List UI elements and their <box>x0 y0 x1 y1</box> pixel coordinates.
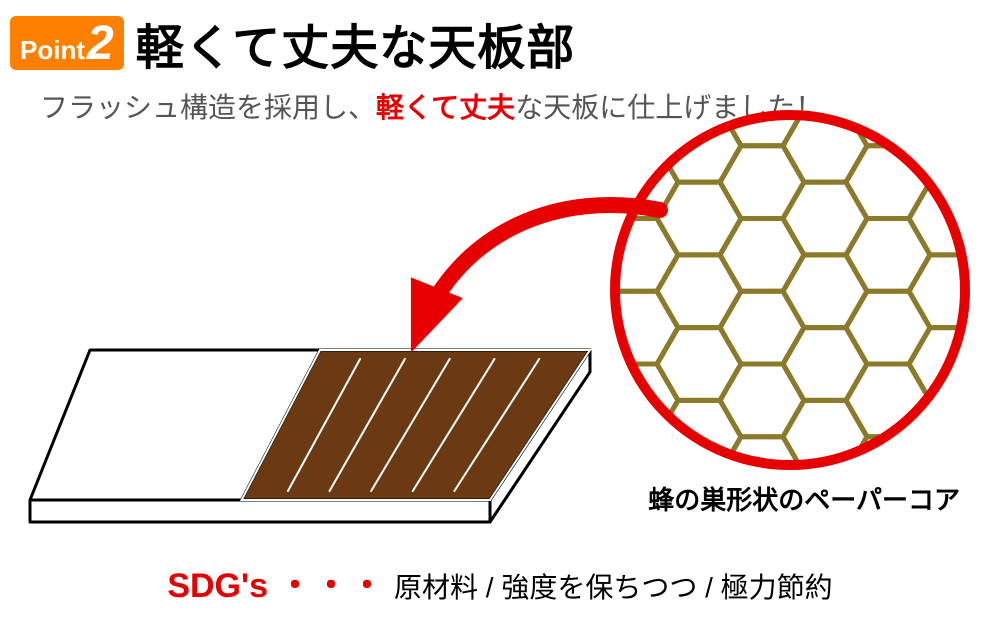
sdg-dots: ・・・ <box>278 567 386 605</box>
header: Point 2 軽くて丈夫な天板部 <box>0 0 1000 78</box>
footer: SDG's ・・・原材料 / 強度を保ちつつ / 極力節約 <box>0 558 1000 607</box>
sdg-label: SDG's <box>167 567 268 605</box>
point-badge: Point 2 <box>10 16 124 70</box>
honeycomb-caption: 蜂の巣形状のペーパーコア <box>648 480 960 517</box>
point-badge-label: Point <box>20 37 85 63</box>
point-badge-number: 2 <box>87 20 114 68</box>
footer-text: 原材料 / 強度を保ちつつ / 極力節約 <box>394 572 833 603</box>
subtitle-suffix: な天板に仕上げました！ <box>515 92 823 123</box>
page-title: 軽くて丈夫な天板部 <box>136 8 576 78</box>
subtitle-prefix: フラッシュ構造を採用し、 <box>40 92 376 123</box>
subtitle-emphasis: 軽くて丈夫 <box>376 92 515 123</box>
subtitle: フラッシュ構造を採用し、軽くて丈夫な天板に仕上げました！ <box>0 78 1000 126</box>
